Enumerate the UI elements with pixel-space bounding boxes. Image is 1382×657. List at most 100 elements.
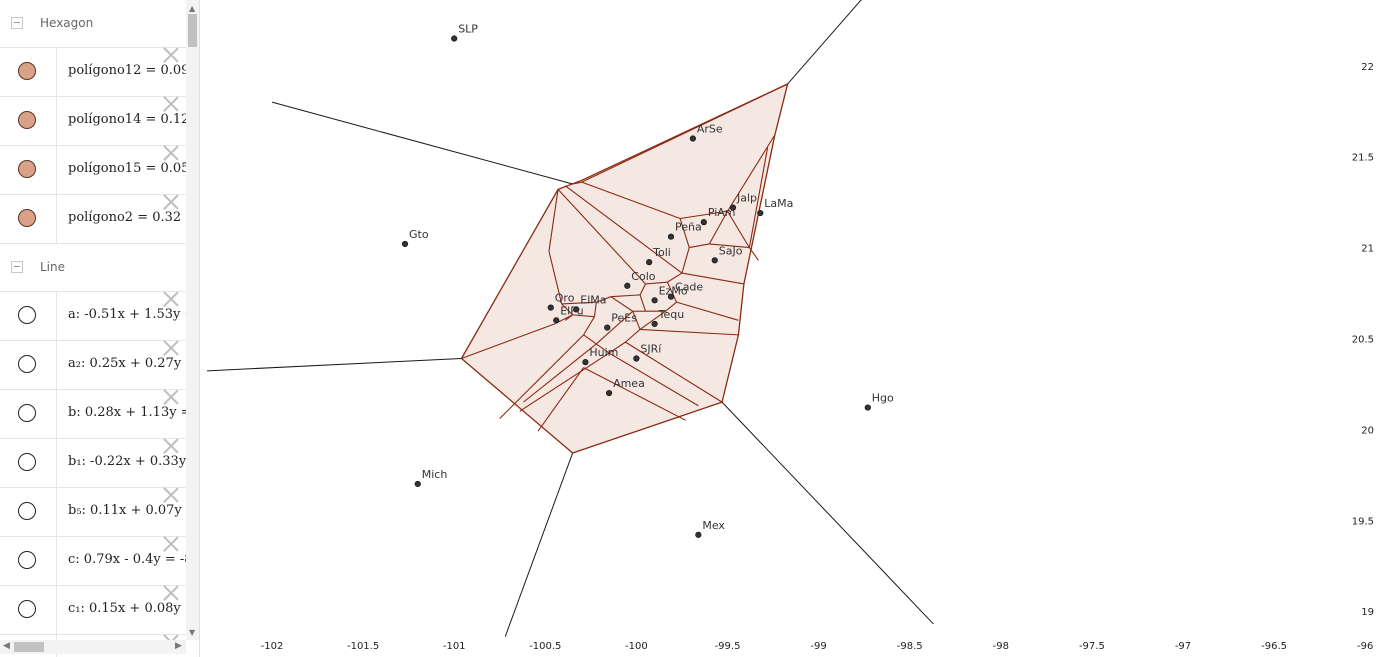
visibility-marble-icon[interactable] [18, 600, 36, 618]
algebra-row-line[interactable]: a: -0.51x + 1.53y = [0, 290, 195, 341]
algebra-row-polygon[interactable]: polígono2 = 0.32 [0, 195, 186, 244]
scrollbar-thumb[interactable] [188, 14, 197, 47]
point-sajo[interactable] [711, 257, 718, 264]
graphics-view[interactable]: SLP Gto Mich Hgo Mex ArSe LaMa Jalp PiAm Peña Toli… [207, 0, 1382, 657]
algebra-expression[interactable]: b₁: -0.22x + 0.33y = [68, 454, 200, 469]
algebra-expression[interactable]: a: -0.51x + 1.53y = [68, 307, 196, 322]
point-jalp[interactable] [729, 204, 737, 211]
point-label: SJRí [640, 342, 662, 355]
point-sjrí[interactable] [633, 355, 640, 362]
vertical-scrollbar[interactable]: ▲ ▼ [186, 0, 199, 640]
point-label: Colo [631, 270, 655, 283]
voronoi-edge [665, 301, 677, 312]
point-hgo[interactable] [864, 404, 871, 411]
y-axis-tick-label: 20.5 [1352, 335, 1374, 346]
point-peña[interactable] [667, 233, 675, 240]
delete-icon[interactable] [162, 388, 180, 406]
point-colo[interactable] [624, 282, 631, 289]
visibility-marble-icon[interactable] [18, 306, 36, 324]
visibility-marble-icon[interactable] [18, 111, 36, 129]
voronoi-edge [608, 341, 626, 354]
voronoi-edge [565, 314, 573, 321]
point-elpu[interactable] [553, 317, 560, 324]
algebra-expression[interactable]: c₁: 0.15x + 0.08y = [68, 601, 196, 616]
delete-icon[interactable] [162, 193, 180, 211]
algebra-row-line[interactable]: b: 0.28x + 1.13y = [0, 388, 192, 439]
group-header-line[interactable]: Line [0, 244, 186, 292]
algebra-expression[interactable]: polígono15 = 0.05 [68, 161, 190, 176]
algebra-expression[interactable]: polígono12 = 0.09 [68, 63, 190, 78]
algebra-row-line[interactable]: a₂: 0.25x + 0.27y = [0, 339, 196, 390]
algebra-row-line[interactable]: b₅: 0.11x + 0.07y = [0, 486, 197, 537]
algebra-expression[interactable]: polígono14 = 0.12 [68, 112, 190, 127]
point-label: Mex [702, 519, 725, 532]
algebra-expression[interactable]: b₅: 0.11x + 0.07y = [68, 503, 197, 518]
voronoi-edge [583, 367, 686, 421]
point-label: SLP [458, 23, 478, 36]
algebra-expression[interactable]: polígono2 = 0.32 [68, 210, 182, 225]
point-slp[interactable] [451, 35, 458, 42]
point-mich[interactable] [414, 480, 421, 488]
algebra-row-line[interactable]: b₁: -0.22x + 0.33y = [0, 437, 199, 488]
delete-icon[interactable] [162, 535, 180, 553]
visibility-marble-icon[interactable] [18, 502, 36, 520]
algebra-row-polygon[interactable]: polígono14 = 0.12 [0, 95, 190, 146]
visibility-marble-icon[interactable] [18, 404, 36, 422]
delete-icon[interactable] [162, 584, 180, 602]
horizontal-scrollbar[interactable]: ◀ ▶ [0, 640, 186, 654]
scroll-down-icon[interactable]: ▼ [189, 628, 196, 637]
visibility-marble-icon[interactable] [18, 551, 36, 569]
delete-icon[interactable] [162, 437, 180, 455]
voronoi-edge [708, 210, 728, 245]
point-pees[interactable] [604, 324, 611, 331]
visibility-marble-icon[interactable] [18, 62, 36, 80]
scroll-up-icon[interactable]: ▲ [189, 4, 196, 13]
delete-icon[interactable] [162, 46, 180, 64]
voronoi-edge [625, 341, 723, 403]
point-amea[interactable] [605, 389, 613, 397]
delete-icon[interactable] [162, 290, 180, 308]
algebra-row-polygon[interactable]: polígono15 = 0.05 [0, 144, 190, 195]
scroll-left-icon[interactable]: ◀ [3, 641, 10, 651]
point-label: PeEs [611, 312, 637, 325]
voronoi-edge [608, 352, 699, 407]
scroll-right-icon[interactable]: ▶ [175, 641, 182, 651]
x-axis-tick-label: -97 [1175, 641, 1191, 652]
delete-icon[interactable] [162, 95, 180, 113]
delete-icon[interactable] [162, 339, 180, 357]
point-lama[interactable] [757, 209, 764, 217]
algebra-row-polygon[interactable]: polígono12 = 0.09 [0, 46, 190, 97]
visibility-marble-icon[interactable] [18, 209, 36, 227]
algebra-row-line[interactable]: c: 0.79x - 0.4y = -8 [0, 535, 193, 586]
point-qro[interactable] [547, 304, 554, 311]
point-huim[interactable] [582, 359, 589, 366]
voronoi-edge [523, 343, 597, 403]
point-elma[interactable] [573, 306, 580, 313]
point-ezmo[interactable] [651, 297, 658, 304]
voronoi-edge [681, 272, 744, 285]
algebra-row-line[interactable]: c₁: 0.15x + 0.08y = [0, 584, 196, 635]
algebra-expression[interactable]: b: 0.28x + 1.13y = [68, 405, 192, 420]
point-label: Qro [555, 292, 575, 305]
point-toli[interactable] [646, 259, 653, 266]
visibility-marble-icon[interactable] [18, 355, 36, 373]
visibility-marble-icon[interactable] [18, 160, 36, 178]
delete-icon[interactable] [162, 144, 180, 162]
point-tequ[interactable] [651, 320, 658, 328]
visibility-marble-icon[interactable] [18, 453, 36, 471]
scrollbar-thumb[interactable] [14, 642, 44, 652]
group-header-hexagon[interactable]: Hexagon [0, 0, 186, 48]
voronoi-edge [557, 189, 646, 285]
point-cade[interactable] [667, 293, 675, 300]
collapse-toggle-icon[interactable] [11, 261, 23, 273]
point-arse[interactable] [689, 135, 696, 142]
collapse-toggle-icon[interactable] [11, 17, 23, 29]
point-gto[interactable] [401, 240, 409, 248]
point-mex[interactable] [695, 531, 702, 538]
algebra-expression[interactable]: c: 0.79x - 0.4y = -8 [68, 552, 193, 567]
point-piam[interactable] [700, 219, 707, 226]
y-axis-tick-label: 21 [1361, 244, 1374, 255]
algebra-expression[interactable]: a₂: 0.25x + 0.27y = [68, 356, 197, 371]
delete-icon[interactable] [162, 486, 180, 504]
